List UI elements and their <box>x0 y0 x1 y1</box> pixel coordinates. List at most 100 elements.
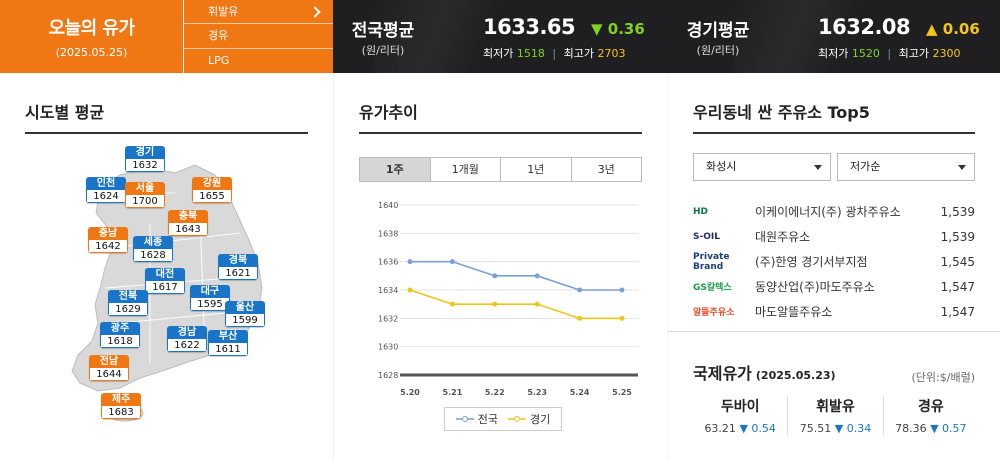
price-value: 63.21 <box>704 422 740 435</box>
region-tag[interactable]: 충북 1643 <box>168 210 208 236</box>
region-tag[interactable]: 강원 1655 <box>192 177 232 203</box>
tab-3-years[interactable]: 3년 <box>570 158 642 181</box>
region-tag[interactable]: 인천 1624 <box>86 177 126 203</box>
gyeonggi-price: 1632.08 <box>818 15 911 39</box>
legend-line-icon <box>455 416 474 422</box>
region-value: 1629 <box>108 303 148 316</box>
region-tag[interactable]: 전남 1644 <box>89 355 129 381</box>
sort-select[interactable]: 저가순 <box>837 153 975 181</box>
region-tag[interactable]: 세종 1628 <box>133 236 173 262</box>
y-tick-label: 1636 <box>378 258 398 267</box>
station-row[interactable]: GS칼텍스 동양산업(주)마도주유소 1,547 <box>693 274 975 299</box>
legend-line-icon <box>508 416 526 422</box>
data-point <box>577 315 583 321</box>
regional-panel: 시도별 평균 경기 1632 인천 1624 서울 1700 강원 1655 충북 1643 충남 1… <box>0 73 333 460</box>
gyeonggi-change: ▲ 0.06 <box>926 20 980 38</box>
x-tick-label: 5.20 <box>400 388 420 397</box>
station-name: 이케이에너지(주) 광차주유소 <box>755 205 901 219</box>
region-value: 1632 <box>125 159 165 172</box>
sort-select-value: 저가순 <box>850 160 881 173</box>
region-value: 1618 <box>100 335 140 348</box>
region-value: 1700 <box>125 195 165 208</box>
fuel-menu-gasoline[interactable]: 휘발유 <box>184 0 333 25</box>
legend-item-national[interactable]: 전국 <box>455 411 498 427</box>
region-tag[interactable]: 대구 1595 <box>190 285 230 311</box>
region-value: 1621 <box>218 267 258 280</box>
y-tick-label: 1628 <box>378 371 398 380</box>
international-title-text: 국제유가 <box>693 364 752 383</box>
tab-1-month[interactable]: 1개월 <box>429 158 501 181</box>
region-tag[interactable]: 부산 1611 <box>208 330 248 356</box>
region-name: 광주 <box>100 322 140 335</box>
fuel-type-menu: 휘발유 경유 LPG <box>183 0 333 73</box>
data-point <box>407 287 413 293</box>
tab-1-week[interactable]: 1주 <box>360 158 430 181</box>
region-tag[interactable]: 경기 1632 <box>125 146 165 172</box>
region-select[interactable]: 화성시 <box>693 153 831 181</box>
international-prices: 두바이 63.21 ▼ 0.54 휘발유 75.51 ▼ 0.34 경유 78.36 ▼ … <box>693 396 978 435</box>
station-row[interactable]: HD 이케이에너지(주) 광차주유소 1,539 <box>693 199 975 224</box>
region-tag[interactable]: 서울 1700 <box>125 182 165 208</box>
region-name: 충북 <box>168 210 208 223</box>
series-line <box>410 260 622 291</box>
station-name: (주)한영 경기서부지점 <box>755 255 868 269</box>
station-row[interactable]: Private Brand (주)한영 경기서부지점 1,545 <box>693 249 975 274</box>
region-tag[interactable]: 전북 1629 <box>108 290 148 316</box>
national-unit: (원/리터) <box>361 44 405 57</box>
region-value: 1655 <box>192 190 232 203</box>
national-price: 1633.65 <box>483 15 576 39</box>
data-point <box>407 259 413 265</box>
region-value: 1617 <box>145 281 185 294</box>
brand-logo-icon: 알뜰주유소 <box>693 308 735 318</box>
min-label: 최저가 <box>483 47 514 60</box>
today-price-box: 오늘의 유가 (2025.05.25) <box>0 0 183 73</box>
region-name: 대전 <box>145 268 185 281</box>
region-value: 1644 <box>89 368 129 381</box>
top-banner: 오늘의 유가 (2025.05.25) 휘발유 경유 LPG 전국평균 (원/리… <box>0 0 1000 73</box>
fuel-menu-label: 경유 <box>208 29 229 43</box>
divider <box>359 132 642 134</box>
price-change: ▼ 0.57 <box>930 422 967 435</box>
region-tag[interactable]: 제주 1683 <box>101 393 141 419</box>
region-value: 1595 <box>190 298 230 311</box>
today-date: (2025.05.25) <box>55 46 128 59</box>
region-tag[interactable]: 대전 1617 <box>145 268 185 294</box>
station-price: 1,545 <box>940 254 975 269</box>
trend-title: 유가추이 <box>359 103 418 122</box>
region-tag[interactable]: 울산 1599 <box>225 301 265 327</box>
max-label: 최고가 <box>898 47 929 60</box>
region-tag[interactable]: 경북 1621 <box>218 254 258 280</box>
max-label: 최고가 <box>563 47 594 60</box>
station-row[interactable]: S-OIL 대원주유소 1,539 <box>693 224 975 249</box>
price-change: ▼ 0.34 <box>834 422 872 435</box>
station-row[interactable]: 알뜰주유소 마도알뜰주유소 1,547 <box>693 299 975 324</box>
region-name: 부산 <box>208 330 248 343</box>
region-value: 1642 <box>88 240 128 253</box>
data-point <box>619 287 625 293</box>
region-value: 1643 <box>168 223 208 236</box>
data-point <box>492 273 498 279</box>
tab-1-year[interactable]: 1년 <box>500 158 571 181</box>
period-tabs: 1주 1개월 1년 3년 <box>359 157 642 182</box>
legend-item-gyeonggi[interactable]: 경기 <box>508 411 550 427</box>
min-label: 최저가 <box>818 47 849 60</box>
international-item: 휘발유 75.51 ▼ 0.34 <box>787 396 882 435</box>
fuel-menu-lpg[interactable]: LPG <box>184 49 333 73</box>
x-tick-label: 5.24 <box>570 388 590 397</box>
region-tag[interactable]: 충남 1642 <box>88 227 128 253</box>
international-item-name: 두바이 <box>720 399 760 415</box>
region-value: 1624 <box>86 190 126 203</box>
gyeonggi-min: 1520 <box>851 47 880 60</box>
region-name: 전남 <box>89 355 129 368</box>
region-name: 강원 <box>192 177 232 190</box>
fuel-menu-diesel[interactable]: 경유 <box>184 24 333 49</box>
region-tag[interactable]: 광주 1618 <box>100 322 140 348</box>
dropdown-arrow-icon <box>958 165 966 170</box>
region-tag[interactable]: 경남 1622 <box>167 326 207 352</box>
y-tick-label: 1630 <box>378 343 398 352</box>
international-title: 국제유가 (2025.05.23) <box>693 360 836 384</box>
region-name: 울산 <box>225 301 265 314</box>
price-value: 78.36 <box>895 422 931 435</box>
y-tick-label: 1632 <box>378 314 398 323</box>
national-label: 전국평균 <box>351 21 415 41</box>
